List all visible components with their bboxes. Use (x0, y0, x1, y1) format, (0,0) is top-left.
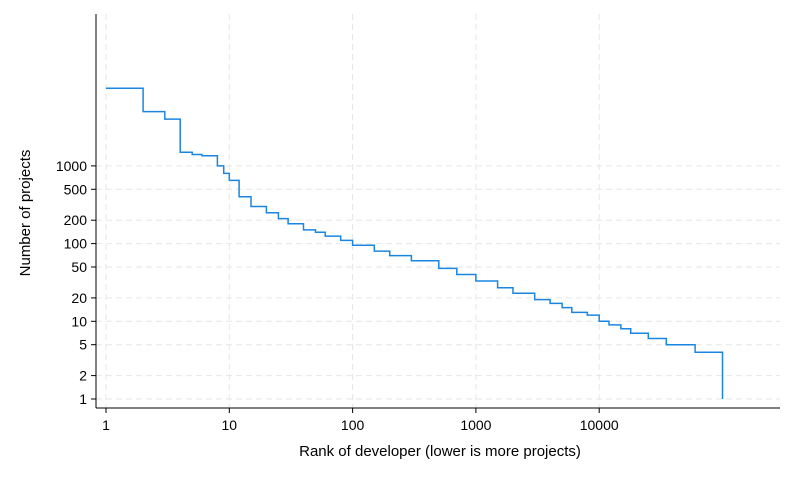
series-line (106, 87, 724, 399)
x-tick-label: 1 (102, 417, 110, 433)
x-tick-label: 10 (222, 417, 238, 433)
y-tick-label: 200 (64, 212, 88, 228)
y-tick-label: 2 (79, 368, 87, 384)
y-tick-label: 50 (71, 259, 87, 275)
y-axis-title: Number of projects (17, 150, 34, 277)
y-tick-label: 10 (71, 313, 87, 329)
ticks: 1 10 100 1000 10000 1 2 5 10 20 50 100 200 500 1000 (56, 158, 619, 433)
y-tick-label: 100 (64, 236, 88, 252)
series-layer (106, 87, 724, 399)
y-tick-label: 5 (79, 337, 87, 353)
grid-lines (96, 14, 780, 408)
axes (95, 14, 780, 409)
x-axis-title: Rank of developer (lower is more project… (299, 443, 581, 460)
y-tick-label: 500 (64, 181, 88, 197)
x-tick-label: 1000 (460, 417, 491, 433)
y-tick-label: 1000 (56, 158, 87, 174)
x-tick-label: 100 (341, 417, 365, 433)
x-tick-label: 10000 (580, 417, 619, 433)
y-tick-label: 1 (79, 391, 87, 407)
y-tick-label: 20 (71, 290, 87, 306)
